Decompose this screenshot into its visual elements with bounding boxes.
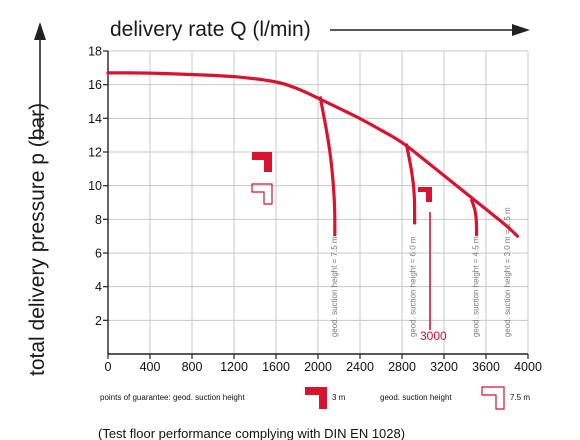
guarantee-marker-3m bbox=[252, 152, 272, 172]
x-tick-label: 2400 bbox=[346, 360, 374, 374]
y-tick-label: 16 bbox=[88, 78, 102, 92]
legend: points of guarantee: geod. suction heigh… bbox=[100, 386, 530, 410]
x-tick-label: 1600 bbox=[262, 360, 290, 374]
guarantee-marker-3000 bbox=[418, 187, 432, 202]
legend-outline-marker bbox=[481, 386, 505, 410]
x-tick-label: 800 bbox=[182, 360, 203, 374]
y-direction-arrow bbox=[34, 22, 46, 140]
suction-height-label: geod. suction height = 3.0 m = 1.5 m bbox=[503, 207, 512, 337]
y-tick-label: 4 bbox=[95, 280, 102, 294]
suction-curve bbox=[404, 143, 417, 225]
y-tick-label: 8 bbox=[95, 213, 102, 227]
x-tick-label: 400 bbox=[140, 360, 161, 374]
x-tick-label: 3600 bbox=[472, 360, 500, 374]
main-curve bbox=[106, 71, 520, 238]
x-axis-title: delivery rate Q (l/min) bbox=[110, 18, 311, 41]
x-tick-label: 0 bbox=[105, 360, 112, 374]
x-tick-label: 1200 bbox=[220, 360, 248, 374]
tick-labels: 0 400 800 1200 1600 2000 2400 2800 3200 3600 4000 2… bbox=[88, 45, 542, 375]
y-tick-label: 2 bbox=[95, 314, 102, 328]
footer-note: (Test floor performance complying with D… bbox=[98, 426, 405, 440]
legend-filled-marker bbox=[305, 387, 327, 409]
y-tick-label: 6 bbox=[95, 247, 102, 261]
suction-height-label: geod. suction height = 7.5 m bbox=[330, 236, 339, 337]
y-axis-title: total delivery pressure p (bar) bbox=[26, 103, 49, 376]
x-tick-label: 4000 bbox=[514, 360, 542, 374]
suction-height-label: geod. suction height = 4.5 m bbox=[472, 236, 481, 337]
y-tick-label: 18 bbox=[88, 45, 102, 59]
grid bbox=[107, 50, 529, 354]
y-tick-label: 14 bbox=[88, 112, 102, 126]
x-tick-label: 2000 bbox=[304, 360, 332, 374]
x-tick-label: 3200 bbox=[430, 360, 458, 374]
guarantee-marker-7-5m bbox=[251, 183, 273, 205]
legend-filled-value: 3 m bbox=[332, 393, 346, 402]
legend-outline-label: geod. suction height bbox=[380, 393, 452, 402]
y-tick-label: 10 bbox=[88, 179, 102, 193]
legend-outline-value: 7.5 m bbox=[510, 393, 530, 402]
suction-height-labels: geod. suction height = 7.5 m geod. suctio… bbox=[330, 207, 512, 337]
x-tick-label: 2800 bbox=[388, 360, 416, 374]
suction-height-label: geod. suction height = 6.0 m bbox=[409, 236, 418, 337]
legend-filled-marker-cut bbox=[305, 395, 319, 409]
guarantee-markers bbox=[251, 152, 432, 205]
suction-curve bbox=[318, 96, 337, 237]
suction-curve bbox=[469, 198, 479, 237]
x-direction-arrow bbox=[330, 24, 530, 36]
y-tick-label: 12 bbox=[88, 146, 102, 160]
legend-points-label: points of guarantee: geod. suction heigh… bbox=[100, 393, 245, 402]
annotation-3000-label: 3000 bbox=[420, 329, 447, 343]
axes bbox=[103, 50, 529, 359]
curves bbox=[106, 71, 520, 238]
